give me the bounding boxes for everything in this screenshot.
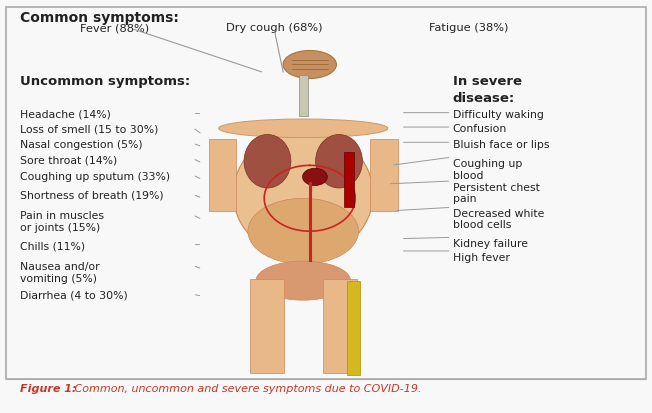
Bar (323, 279, 357, 373)
Ellipse shape (233, 131, 373, 258)
Text: Common, uncommon and severe symptoms due to COVID-19.: Common, uncommon and severe symptoms due… (71, 385, 421, 394)
Text: Sore throat (14%): Sore throat (14%) (20, 155, 117, 165)
Text: Fever (88%): Fever (88%) (80, 23, 149, 33)
Text: Pain in muscles
or joints (15%): Pain in muscles or joints (15%) (20, 211, 104, 233)
Ellipse shape (218, 119, 388, 138)
Text: Fatigue (38%): Fatigue (38%) (430, 23, 509, 33)
Text: Confusion: Confusion (453, 124, 507, 134)
Text: High fever: High fever (453, 253, 510, 263)
Text: Kidney failure: Kidney failure (453, 239, 528, 249)
Text: disease:: disease: (453, 92, 515, 105)
Text: Chills (11%): Chills (11%) (20, 242, 85, 252)
Bar (250, 279, 284, 373)
FancyBboxPatch shape (6, 7, 646, 380)
Text: Nasal congestion (5%): Nasal congestion (5%) (20, 140, 143, 150)
Bar (348, 280, 361, 375)
Text: Diarrhea (4 to 30%): Diarrhea (4 to 30%) (20, 291, 128, 301)
Text: Common symptoms:: Common symptoms: (20, 11, 179, 25)
Ellipse shape (303, 168, 327, 185)
Text: Headache (14%): Headache (14%) (20, 110, 111, 120)
Text: Figure 1:: Figure 1: (20, 385, 77, 394)
Text: Coughing up sputum (33%): Coughing up sputum (33%) (20, 171, 170, 181)
Ellipse shape (244, 135, 291, 188)
Text: Coughing up
blood: Coughing up blood (453, 159, 522, 181)
Text: Difficulty waking: Difficulty waking (453, 110, 544, 120)
Text: Bluish face or lips: Bluish face or lips (453, 140, 550, 150)
Text: Nausea and/or
vomiting (5%): Nausea and/or vomiting (5%) (20, 262, 100, 284)
Text: Uncommon symptoms:: Uncommon symptoms: (20, 75, 190, 88)
Text: Dry cough (68%): Dry cough (68%) (226, 23, 322, 33)
Text: In severe: In severe (453, 75, 522, 88)
Text: Decreased white
blood cells: Decreased white blood cells (453, 209, 544, 230)
Ellipse shape (248, 198, 359, 264)
Bar (344, 152, 354, 207)
Ellipse shape (316, 135, 363, 188)
Text: Shortness of breath (19%): Shortness of breath (19%) (20, 191, 164, 201)
Text: Loss of smell (15 to 30%): Loss of smell (15 to 30%) (20, 124, 158, 134)
Text: Persistent chest
pain: Persistent chest pain (453, 183, 540, 204)
Ellipse shape (283, 50, 336, 78)
Bar (299, 75, 308, 116)
Bar (209, 139, 236, 211)
Ellipse shape (256, 261, 350, 300)
Bar (370, 139, 398, 211)
